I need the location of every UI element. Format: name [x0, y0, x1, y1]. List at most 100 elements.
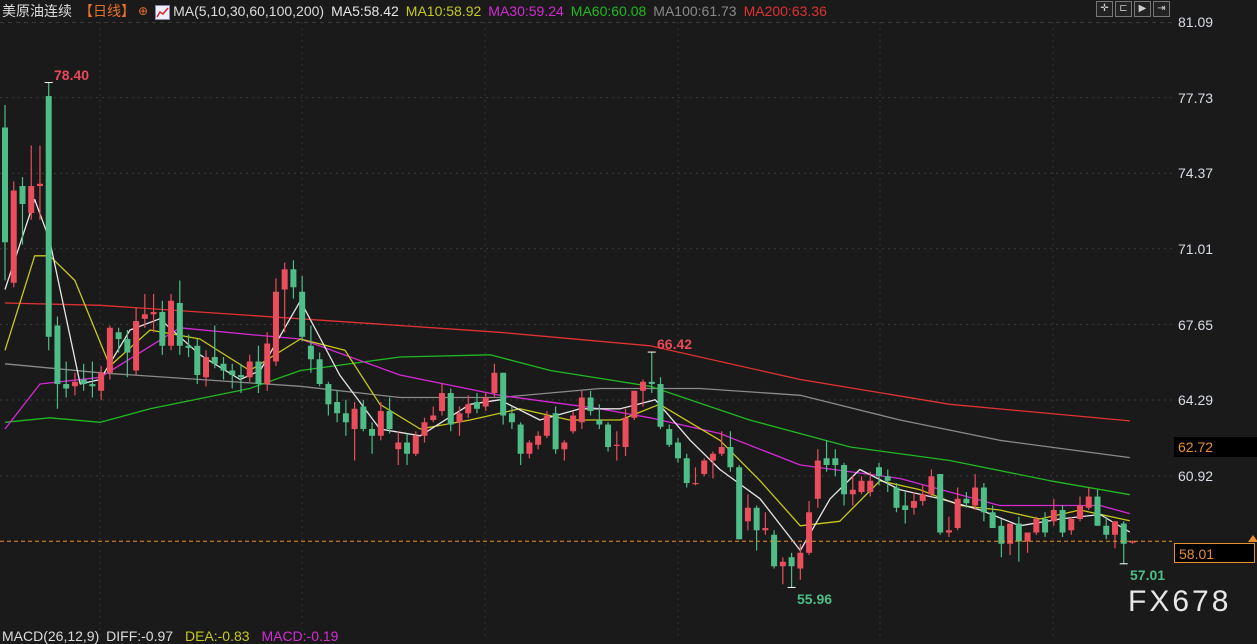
candle-up	[526, 440, 533, 459]
candle-down	[832, 449, 839, 477]
candle-up	[456, 406, 463, 436]
candle-body	[928, 476, 935, 495]
recent-low-annotation: 57.01	[1130, 567, 1166, 583]
candle-body	[945, 530, 952, 533]
candle-up	[28, 145, 35, 220]
candle-body	[185, 345, 192, 349]
candle-body	[1007, 523, 1014, 544]
candle-up	[910, 492, 917, 515]
candle-up	[718, 431, 725, 457]
candle-body	[701, 460, 708, 475]
candle-body	[876, 467, 882, 477]
candle-body	[281, 269, 288, 290]
candle-down	[876, 462, 882, 486]
candle-up	[98, 366, 105, 400]
candle-body	[744, 507, 751, 522]
watermark: FX678	[1128, 585, 1232, 618]
candle-up	[133, 307, 140, 376]
candle-down	[229, 363, 236, 389]
candle-down	[89, 361, 96, 398]
candle-down	[185, 334, 192, 358]
play-icon[interactable]: ▶	[1134, 1, 1151, 17]
candle-body	[2, 127, 8, 243]
candle-down	[937, 474, 944, 535]
candle-body	[535, 435, 542, 445]
candle-up	[1050, 498, 1057, 526]
candle-body	[71, 381, 78, 387]
price-tick: 77.73	[1178, 90, 1214, 106]
extreme-markers	[44, 82, 1128, 588]
candle-body	[1042, 519, 1049, 533]
price-tick: 81.09	[1178, 14, 1214, 30]
candle-up	[203, 350, 210, 387]
candle-body	[788, 557, 795, 567]
candle-up	[1085, 487, 1092, 511]
candle-body	[648, 381, 655, 385]
candle-down	[211, 325, 218, 369]
candle-up	[797, 543, 804, 580]
zoom-left-icon[interactable]: ⊏	[1115, 1, 1132, 17]
candle-up	[779, 557, 786, 585]
chart-toolbar: ✛ ⊏ ▶ ⇥	[1096, 1, 1170, 17]
candle-body	[849, 489, 856, 495]
candle-up	[945, 516, 952, 538]
candle-body	[657, 384, 664, 427]
candle-body	[10, 190, 17, 283]
candle-down	[299, 276, 306, 342]
candle-body	[631, 390, 638, 418]
candle-body	[1103, 525, 1110, 535]
candle-body	[543, 415, 550, 436]
candle-body	[1111, 521, 1118, 535]
candle-body	[307, 345, 314, 360]
candle-body	[211, 357, 218, 364]
candle-up	[421, 417, 428, 443]
candle-down	[902, 492, 909, 524]
candle-up	[377, 402, 384, 441]
candle-body	[28, 186, 35, 214]
price-tick: 60.92	[1178, 468, 1214, 484]
candle-down	[980, 483, 987, 522]
candle-body	[1015, 523, 1022, 542]
candle-body	[447, 393, 454, 425]
ma30-value: MA30:59.24	[488, 3, 564, 19]
candle-up	[613, 431, 620, 461]
candle-down	[823, 440, 830, 472]
candle-up	[701, 458, 708, 477]
candle-up	[168, 294, 175, 351]
candle-body	[727, 447, 734, 468]
candle-down	[325, 381, 332, 416]
candle-body	[972, 487, 979, 506]
exit-right-icon[interactable]: ⇥	[1153, 1, 1170, 17]
candle-body	[98, 372, 105, 391]
chart-indicator-icon[interactable]	[155, 4, 171, 20]
candle-body	[1077, 505, 1084, 520]
candle-body	[596, 420, 603, 425]
candle-down	[508, 406, 515, 430]
candle-up	[806, 501, 813, 556]
candle-body	[115, 332, 122, 340]
candle-down	[220, 357, 227, 380]
candle-body	[814, 460, 821, 499]
candle-down	[386, 397, 393, 434]
candle-up	[858, 476, 865, 495]
candle-body	[237, 375, 244, 378]
candle-body	[386, 411, 393, 430]
crosshair-icon[interactable]: ✛	[1096, 1, 1113, 17]
candle-body	[1068, 519, 1075, 531]
candle-body	[299, 291, 306, 337]
candle-body	[500, 372, 507, 416]
candle-body	[1129, 541, 1136, 543]
low-annotation: 55.96	[797, 591, 833, 607]
candle-down	[360, 399, 367, 432]
candle-body	[1120, 523, 1127, 544]
settings-circle-icon[interactable]: ⊕	[138, 4, 149, 18]
chart-legend: 美原油连续 【日线】 ⊕ MA(5,10,30,60,100,200) MA5:…	[2, 1, 834, 21]
candle-down	[963, 492, 970, 508]
candle-body	[430, 415, 437, 421]
candle-body	[89, 384, 96, 387]
candle-down	[989, 505, 996, 529]
period-label[interactable]: 【日线】	[79, 3, 135, 19]
candle-body	[465, 404, 472, 414]
candle-down	[1103, 516, 1110, 540]
